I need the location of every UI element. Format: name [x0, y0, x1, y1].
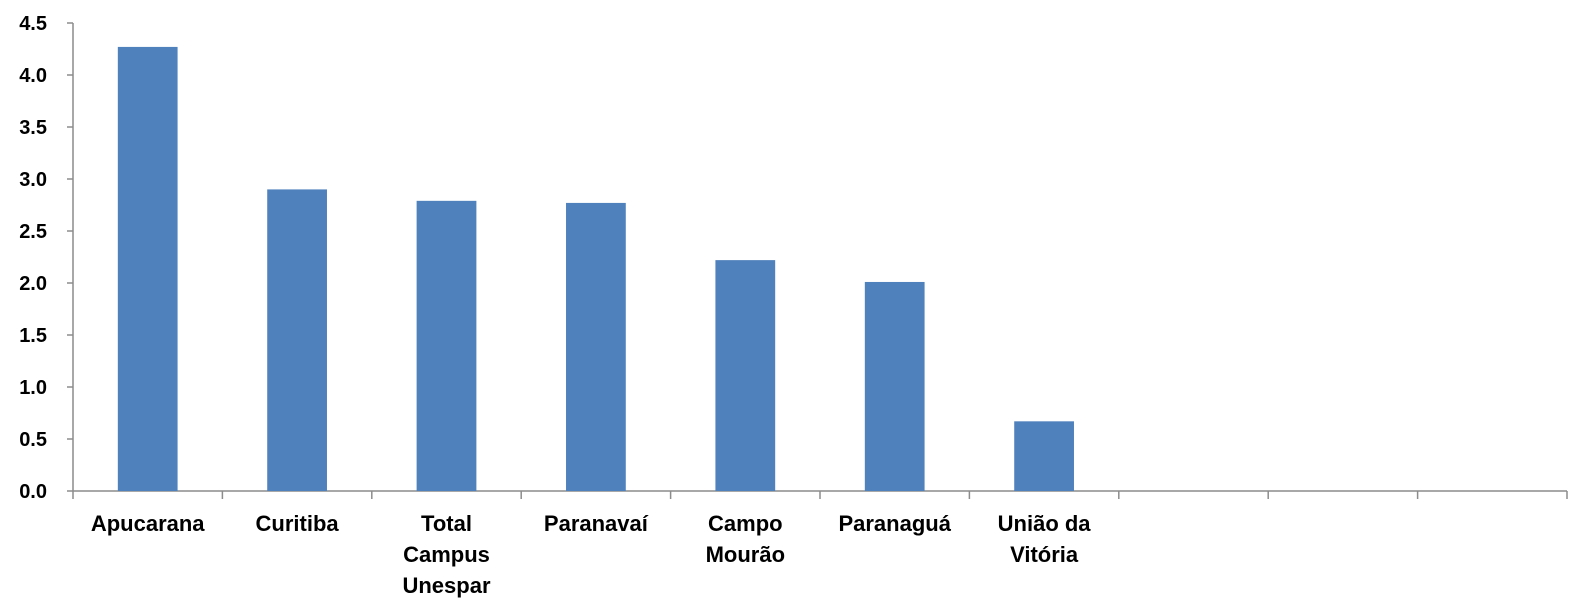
bar [566, 202, 626, 492]
x-category-label: Campo [708, 511, 783, 536]
x-category-label: Curitiba [256, 511, 340, 536]
x-category-label: Apucarana [91, 511, 205, 536]
y-tick-label: 0.0 [19, 481, 47, 503]
category-labels: Apucarana Curitiba Total Campus Unespar Paran… [91, 511, 1091, 598]
bar [416, 200, 477, 491]
x-category-label: Unespar [402, 573, 490, 598]
y-tick-label: 0.5 [19, 429, 47, 451]
y-axis: 0.0 0.5 1.0 1.5 2.0 2.5 3.0 3.5 4.0 4.5 [19, 13, 74, 503]
x-category-label: Paranavaí [544, 511, 649, 536]
x-axis [72, 490, 1568, 499]
y-tick-label: 2.0 [19, 273, 47, 295]
y-tick-label: 4.0 [19, 65, 47, 87]
y-tick-label: 1.0 [19, 377, 47, 399]
x-category-label: Total [421, 511, 472, 536]
bar [117, 46, 178, 492]
x-category-label: Mourão [706, 542, 785, 567]
y-tick-label: 3.0 [19, 169, 47, 191]
bar [715, 260, 776, 491]
x-category-label: Campus [403, 542, 490, 567]
bar [864, 281, 925, 491]
bar [267, 189, 327, 491]
x-category-label: Paranaguá [838, 511, 951, 536]
x-category-label: Vitória [1010, 542, 1079, 567]
y-tick-label: 3.5 [19, 117, 47, 139]
y-tick-label: 2.5 [19, 221, 47, 243]
y-tick-label: 4.5 [19, 13, 47, 35]
bar [1014, 421, 1074, 491]
bars [117, 46, 1074, 492]
y-tick-label: 1.5 [19, 325, 47, 347]
x-category-label: União da [998, 511, 1092, 536]
